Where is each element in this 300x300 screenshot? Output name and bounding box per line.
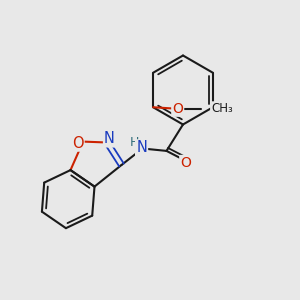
Text: O: O <box>172 102 183 116</box>
Text: CH₃: CH₃ <box>211 102 233 115</box>
Text: O: O <box>72 136 83 151</box>
Text: H: H <box>129 136 139 149</box>
Text: N: N <box>104 131 115 146</box>
Text: O: O <box>180 156 191 170</box>
Text: N: N <box>136 140 147 155</box>
